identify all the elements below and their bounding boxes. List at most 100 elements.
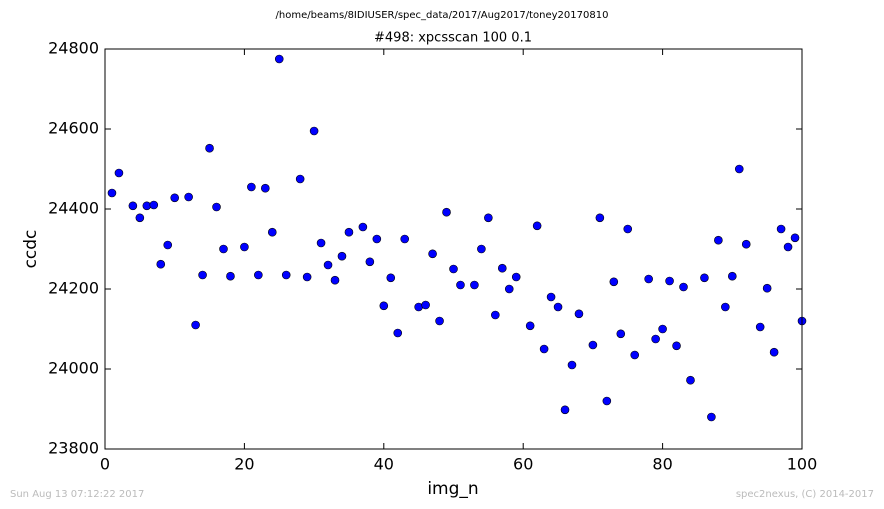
marker bbox=[163, 240, 173, 250]
marker bbox=[205, 143, 214, 153]
marker bbox=[679, 282, 688, 292]
x-tick-label: 60 bbox=[513, 455, 533, 474]
marker bbox=[686, 375, 695, 385]
marker bbox=[484, 213, 493, 223]
marker bbox=[783, 242, 793, 252]
marker bbox=[442, 207, 451, 217]
marker bbox=[149, 200, 159, 210]
marker bbox=[261, 183, 270, 193]
marker bbox=[672, 341, 681, 351]
y-tick-label: 24000 bbox=[48, 359, 99, 378]
marker bbox=[254, 270, 263, 280]
footer-right: spec2nexus, (C) 2014-2017 bbox=[736, 489, 874, 500]
marker bbox=[790, 233, 800, 243]
x-tick-label: 80 bbox=[652, 455, 672, 474]
marker bbox=[665, 276, 674, 286]
marker bbox=[595, 213, 605, 223]
marker bbox=[755, 322, 765, 332]
marker bbox=[497, 263, 507, 273]
marker bbox=[240, 242, 249, 252]
marker bbox=[219, 244, 228, 254]
marker bbox=[267, 227, 277, 237]
marker bbox=[504, 284, 514, 294]
marker bbox=[734, 164, 744, 174]
marker bbox=[435, 316, 444, 326]
marker bbox=[609, 277, 619, 287]
marker bbox=[574, 309, 584, 319]
x-tick-label: 20 bbox=[234, 455, 254, 474]
marker bbox=[658, 324, 667, 334]
marker bbox=[372, 234, 382, 244]
marker bbox=[511, 272, 521, 282]
marker bbox=[769, 347, 779, 357]
marker bbox=[386, 273, 396, 283]
marker bbox=[358, 222, 368, 232]
marker bbox=[107, 188, 117, 198]
marker bbox=[344, 227, 354, 237]
marker bbox=[727, 271, 737, 281]
x-tick-label: 40 bbox=[374, 455, 394, 474]
marker bbox=[560, 405, 570, 415]
marker bbox=[539, 344, 549, 354]
marker bbox=[714, 235, 723, 245]
marker bbox=[330, 275, 340, 285]
marker bbox=[651, 334, 660, 344]
y-tick-label: 24400 bbox=[48, 199, 99, 218]
marker bbox=[776, 224, 786, 234]
marker bbox=[491, 310, 500, 320]
marker bbox=[302, 272, 312, 282]
x-tick-label: 0 bbox=[100, 455, 110, 474]
marker bbox=[553, 302, 563, 312]
suptitle: /home/beams/8IDIUSER/spec_data/2017/Aug2… bbox=[276, 10, 609, 21]
marker bbox=[226, 271, 235, 281]
marker bbox=[309, 126, 319, 136]
marker bbox=[421, 300, 430, 310]
marker bbox=[700, 273, 709, 283]
marker bbox=[365, 257, 375, 267]
footer-left: Sun Aug 13 07:12:22 2017 bbox=[10, 489, 144, 500]
marker bbox=[707, 412, 716, 422]
marker bbox=[247, 182, 256, 192]
marker bbox=[323, 260, 333, 270]
plot-frame bbox=[104, 48, 803, 450]
marker bbox=[721, 302, 730, 312]
marker bbox=[400, 234, 410, 244]
marker bbox=[602, 396, 612, 406]
marker bbox=[281, 270, 291, 280]
marker bbox=[630, 350, 640, 360]
marker bbox=[588, 340, 598, 350]
marker bbox=[198, 270, 207, 280]
marker bbox=[184, 192, 193, 202]
marker bbox=[316, 238, 326, 248]
marker bbox=[212, 202, 221, 212]
marker bbox=[156, 259, 166, 269]
marker bbox=[295, 174, 305, 184]
marker bbox=[470, 280, 479, 290]
marker bbox=[741, 239, 751, 249]
marker bbox=[623, 224, 633, 234]
marker bbox=[393, 328, 403, 338]
marker bbox=[191, 320, 200, 330]
marker bbox=[477, 244, 486, 254]
x-axis-label: img_n bbox=[427, 479, 478, 499]
marker bbox=[449, 264, 458, 274]
marker bbox=[616, 329, 626, 339]
marker bbox=[379, 301, 389, 311]
marker bbox=[274, 54, 284, 64]
y-tick-label: 24800 bbox=[48, 39, 99, 58]
marker bbox=[456, 280, 465, 290]
y-tick-label: 24200 bbox=[48, 279, 99, 298]
marker bbox=[428, 249, 437, 259]
x-tick-label: 100 bbox=[787, 455, 818, 474]
marker bbox=[337, 251, 347, 261]
marker bbox=[114, 168, 124, 178]
chart-title: #498: xpcsscan 100 0.1 bbox=[374, 31, 532, 46]
marker bbox=[567, 360, 577, 370]
marker bbox=[644, 274, 653, 284]
marker bbox=[532, 221, 542, 231]
y-tick-label: 24600 bbox=[48, 119, 99, 138]
marker bbox=[135, 213, 145, 223]
marker bbox=[762, 283, 772, 293]
